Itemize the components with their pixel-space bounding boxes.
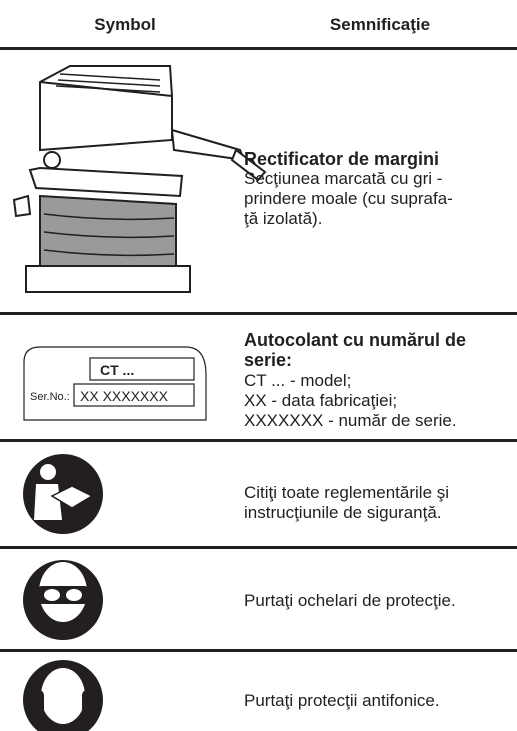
row-title: Rectificator de margini: [244, 149, 439, 169]
ear-protection-icon: [23, 660, 103, 731]
eye-protection-icon: [23, 560, 103, 640]
header-meaning: Semnificaţie: [330, 15, 430, 34]
row-text: XXXXXXX - număr de serie.: [244, 411, 457, 430]
row-text: Secţiunea marcată cu gri -: [244, 169, 442, 188]
label-model: CT ...: [100, 362, 134, 378]
row-title: Autocolant cu numărul de: [244, 330, 466, 350]
row-text: CT ... - model;: [244, 371, 351, 390]
row-title: serie:: [244, 350, 292, 370]
row-text: instrucţiunile de siguranţă.: [244, 503, 442, 522]
label-caption: Ser.No.:: [30, 391, 70, 403]
row-text: Purtaţi protecţii antifonice.: [244, 691, 440, 710]
row-text: Citiţi toate reglementările şi: [244, 483, 449, 502]
header-symbol: Symbol: [94, 15, 155, 34]
row-text: prindere moale (cu suprafa-: [244, 189, 453, 208]
read-manual-icon: [23, 454, 103, 534]
row-text: Purtaţi ochelari de protecţie.: [244, 591, 456, 610]
label-serial: XX XXXXXXX: [80, 388, 169, 404]
row-text: ţă izolată).: [244, 209, 322, 228]
row-separators: [0, 47, 517, 652]
serial-label: [23, 346, 207, 421]
router-illustration: [12, 65, 267, 293]
row-text: XX - data fabricaţiei;: [244, 391, 397, 410]
